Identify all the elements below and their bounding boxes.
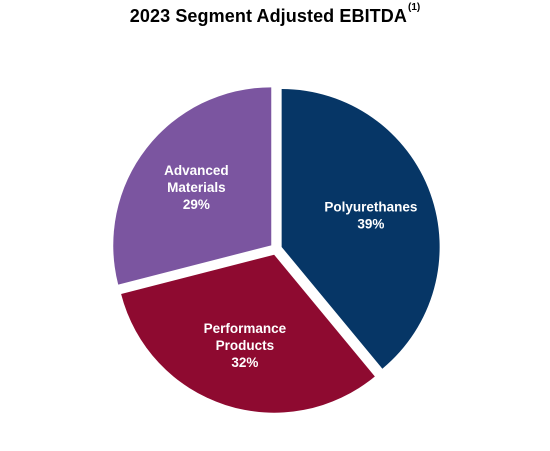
slice-name-label: Performance bbox=[204, 321, 287, 336]
chart-title: 2023 Segment Adjusted EBITDA bbox=[129, 6, 407, 26]
slice-label-advanced-materials: Advanced Materials 29% bbox=[164, 163, 229, 212]
pie-slice-polyurethanes bbox=[281, 88, 440, 369]
slice-percent-label: 39% bbox=[357, 216, 384, 231]
slice-name-label: Products bbox=[216, 338, 275, 353]
slice-label-performance-products: Performance Products 32% bbox=[204, 321, 287, 370]
slice-name-label: Materials bbox=[167, 180, 226, 195]
pie-slice-performance-products bbox=[121, 254, 375, 413]
slice-name-label: Advanced bbox=[164, 163, 229, 178]
chart-title-container: 2023 Segment Adjusted EBITDA(1) bbox=[0, 2, 550, 27]
slice-percent-label: 32% bbox=[231, 355, 258, 370]
slice-name-label: Polyurethanes bbox=[324, 199, 417, 214]
chart-title-footnote-marker: (1) bbox=[407, 1, 421, 13]
slice-percent-label: 29% bbox=[183, 197, 210, 212]
pie-slice-advanced-materials bbox=[113, 87, 272, 285]
slice-label-polyurethanes: Polyurethanes 39% bbox=[324, 199, 417, 231]
